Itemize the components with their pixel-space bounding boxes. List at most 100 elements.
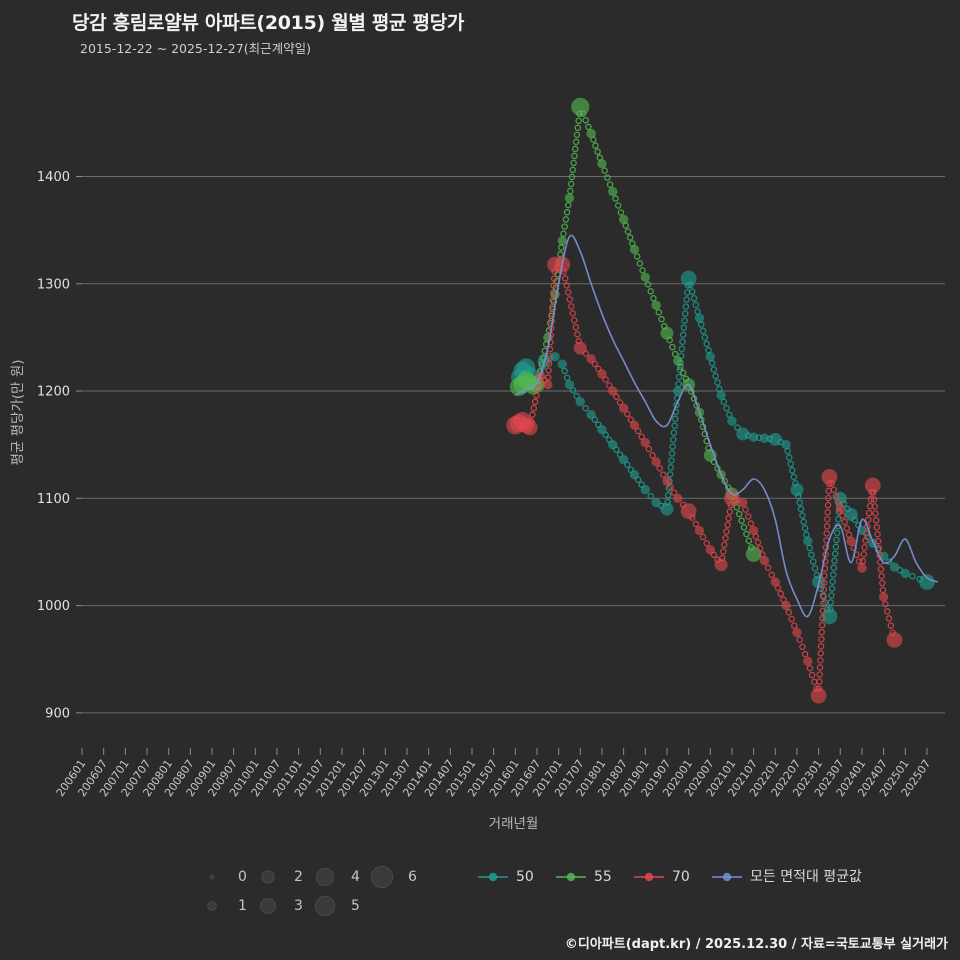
data-point[interactable] (803, 536, 813, 546)
data-point[interactable] (543, 379, 553, 390)
series-interpolation-dot (720, 548, 727, 555)
legend-item[interactable]: 70 (634, 869, 690, 885)
data-point[interactable] (770, 577, 780, 587)
data-point[interactable] (564, 193, 575, 203)
data-point[interactable] (886, 631, 903, 648)
data-point[interactable] (821, 468, 838, 485)
data-point[interactable] (521, 419, 538, 436)
data-point[interactable] (835, 504, 845, 514)
series-interpolation-dot (548, 310, 556, 318)
data-point[interactable] (557, 359, 567, 369)
legend-item[interactable]: 모든 면적대 평균값 (712, 869, 862, 885)
data-point[interactable] (586, 354, 596, 364)
data-point[interactable] (781, 439, 791, 450)
data-point[interactable] (857, 563, 867, 573)
data-point[interactable] (768, 432, 782, 446)
data-point[interactable] (618, 403, 629, 413)
data-point[interactable] (660, 502, 674, 516)
data-point[interactable] (557, 236, 567, 246)
data-point[interactable] (727, 416, 737, 426)
data-point[interactable] (550, 352, 560, 362)
series-interpolation-dot (546, 353, 553, 360)
data-point[interactable] (571, 97, 590, 116)
data-point[interactable] (844, 507, 858, 521)
data-point[interactable] (803, 656, 813, 667)
series-interpolation-dot (801, 650, 809, 658)
data-point[interactable] (629, 470, 640, 480)
series-interpolation-dot (818, 628, 826, 636)
data-point[interactable] (759, 555, 770, 566)
data-point[interactable] (705, 352, 715, 362)
data-point[interactable] (640, 437, 650, 448)
data-point[interactable] (618, 214, 629, 225)
series-group (506, 256, 903, 704)
series-interpolation-dot (582, 116, 589, 124)
series-interpolation-dot (571, 317, 578, 324)
data-point[interactable] (748, 432, 759, 442)
data-point[interactable] (846, 536, 856, 546)
data-point[interactable] (673, 493, 683, 504)
series-interpolation-dot (639, 267, 646, 274)
series-interpolation-dot (563, 209, 571, 216)
data-point[interactable] (810, 687, 827, 704)
series-interpolation-dot (572, 138, 580, 146)
data-point[interactable] (608, 186, 618, 197)
data-point[interactable] (651, 497, 661, 508)
data-point[interactable] (736, 427, 750, 441)
data-point[interactable] (640, 272, 650, 283)
data-point[interactable] (680, 503, 697, 520)
data-point[interactable] (781, 600, 791, 611)
series-interpolation-dot (797, 505, 805, 513)
data-point[interactable] (608, 439, 618, 450)
data-point[interactable] (629, 244, 640, 255)
series-interpolation-dot (683, 296, 690, 303)
data-point[interactable] (662, 476, 672, 486)
series-interpolation-dot (668, 450, 676, 457)
legend-item[interactable]: 50 (478, 869, 534, 885)
data-point[interactable] (748, 525, 759, 536)
data-point[interactable] (694, 525, 705, 536)
data-point[interactable] (660, 326, 674, 340)
data-point[interactable] (745, 546, 762, 562)
series-interpolation-dot (820, 579, 828, 586)
data-point[interactable] (878, 592, 889, 602)
series-interpolation-dot (862, 537, 869, 544)
data-point[interactable] (651, 457, 661, 467)
legend-item[interactable]: 55 (556, 869, 612, 885)
data-point[interactable] (716, 390, 726, 401)
data-point[interactable] (629, 420, 640, 431)
data-point[interactable] (597, 424, 607, 435)
data-point[interactable] (618, 454, 629, 465)
data-point[interactable] (738, 497, 748, 508)
data-point[interactable] (790, 483, 804, 497)
data-point[interactable] (900, 568, 910, 579)
data-point[interactable] (792, 627, 802, 638)
data-point[interactable] (608, 386, 618, 396)
series-interpolation-dot (740, 524, 748, 531)
data-point[interactable] (705, 545, 715, 555)
series-interpolation-dot (626, 234, 634, 241)
data-point[interactable] (651, 300, 661, 310)
series-interpolation-dot (909, 572, 916, 580)
y-tick-label: 1000 (37, 599, 70, 614)
data-point[interactable] (575, 397, 586, 407)
data-point[interactable] (680, 270, 697, 287)
data-point[interactable] (586, 409, 596, 420)
data-point[interactable] (919, 574, 935, 590)
data-point[interactable] (864, 477, 881, 494)
data-point[interactable] (694, 313, 705, 323)
data-point[interactable] (673, 356, 683, 366)
data-point[interactable] (597, 158, 607, 169)
data-point[interactable] (573, 341, 587, 355)
data-point[interactable] (640, 485, 650, 495)
data-point[interactable] (586, 128, 596, 139)
data-point[interactable] (889, 562, 900, 572)
data-point[interactable] (564, 379, 575, 390)
size-legend-label: 0 (238, 869, 247, 885)
data-point[interactable] (714, 558, 728, 572)
data-point[interactable] (821, 608, 838, 625)
series-interpolation-dot (832, 543, 840, 551)
series-interpolation-dot (531, 398, 539, 406)
data-point[interactable] (759, 433, 770, 443)
data-point[interactable] (597, 369, 607, 379)
